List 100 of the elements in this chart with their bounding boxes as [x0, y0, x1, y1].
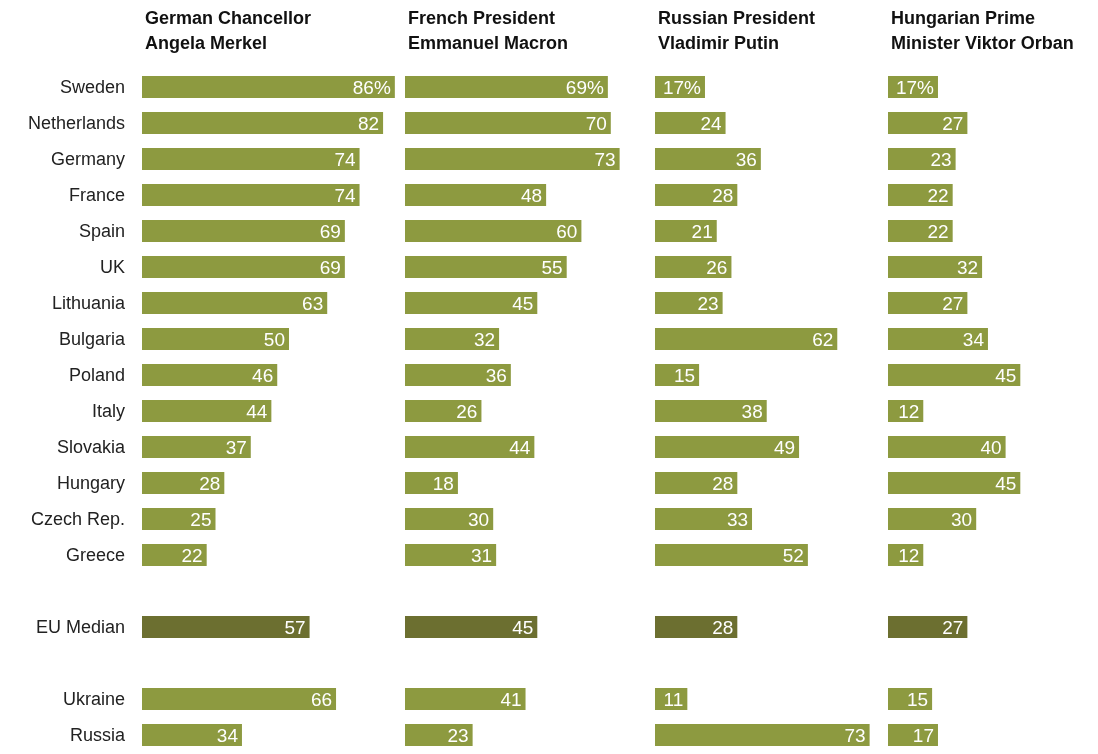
data-label: 60	[556, 220, 578, 242]
data-label: 46	[252, 364, 274, 386]
bar	[405, 256, 567, 278]
bar	[655, 616, 738, 638]
y-tick-label: Sweden	[59, 77, 125, 98]
bar	[405, 544, 497, 566]
bar	[888, 184, 953, 206]
data-label: 69	[319, 220, 341, 242]
y-tick-label: Greece	[65, 545, 125, 566]
data-label: 32	[473, 328, 496, 350]
y-tick-label: UK	[99, 257, 125, 278]
bar	[655, 184, 738, 206]
bar	[655, 508, 753, 530]
bar	[142, 328, 289, 350]
data-label: 18	[432, 472, 454, 494]
data-label: 86%	[352, 76, 391, 98]
chart-title: German Chancellor Angela Merkel	[145, 7, 312, 55]
bar	[405, 292, 538, 314]
data-label: 27	[942, 616, 964, 638]
y-tick-label: Spain	[78, 221, 125, 242]
chart-title: French President Emmanuel Macron	[408, 7, 569, 55]
bar	[142, 688, 337, 710]
bar	[142, 724, 242, 746]
data-label: 28	[199, 472, 221, 494]
bar	[888, 256, 983, 278]
bar	[888, 436, 1006, 458]
data-label: 69	[319, 256, 341, 278]
bar	[655, 472, 738, 494]
bar	[405, 76, 608, 98]
data-label: 41	[500, 688, 522, 710]
data-label: 44	[246, 400, 268, 422]
chart-title: Russian President Vladimir Putin	[658, 7, 816, 55]
bar	[888, 292, 968, 314]
data-label: 27	[942, 292, 964, 314]
bar	[405, 220, 582, 242]
chart-title: Hungarian Prime Minister Viktor Orban	[891, 7, 1074, 55]
data-label: 45	[995, 364, 1017, 386]
data-label: 45	[512, 616, 534, 638]
bar	[142, 76, 395, 98]
data-label: 28	[712, 616, 734, 638]
data-label: 12	[898, 544, 920, 566]
data-label: 15	[906, 688, 929, 710]
data-label: 74	[334, 184, 356, 206]
data-label: 33	[726, 508, 749, 530]
bar	[655, 256, 732, 278]
data-label: 50	[263, 328, 285, 350]
bar	[655, 436, 800, 458]
bar	[142, 472, 225, 494]
bar	[888, 220, 953, 242]
y-tick-label: France	[68, 185, 125, 206]
data-label: 23	[697, 292, 719, 314]
data-label: 23	[930, 148, 952, 170]
y-tick-label: Bulgaria	[58, 329, 126, 350]
bar	[142, 112, 384, 134]
bar	[655, 724, 870, 746]
data-label: 24	[700, 112, 722, 134]
data-label: 36	[735, 148, 757, 170]
data-label: 55	[541, 256, 563, 278]
bar	[405, 184, 547, 206]
bar	[655, 220, 717, 242]
data-label: 22	[927, 220, 949, 242]
data-label: 74	[334, 148, 356, 170]
data-label: 34	[962, 328, 985, 350]
data-label: 66	[310, 688, 333, 710]
bar	[888, 724, 938, 746]
bar	[405, 400, 482, 422]
y-tick-label: Lithuania	[51, 293, 126, 314]
bar	[142, 184, 360, 206]
data-label: 44	[509, 436, 531, 458]
bar	[888, 616, 968, 638]
data-label: 48	[520, 184, 543, 206]
data-label: 45	[995, 472, 1017, 494]
bar	[655, 112, 726, 134]
data-label: 25	[190, 508, 212, 530]
data-label: 26	[456, 400, 478, 422]
data-label: 82	[357, 112, 380, 134]
data-label: 11	[663, 688, 684, 710]
data-label: 26	[706, 256, 728, 278]
bar	[405, 328, 500, 350]
y-tick-label: EU Median	[35, 617, 125, 638]
bar	[405, 508, 494, 530]
y-tick-label: Czech Rep.	[30, 509, 125, 530]
bar	[655, 148, 761, 170]
y-tick-label: Ukraine	[62, 689, 125, 710]
bar	[142, 616, 310, 638]
data-label: 12	[898, 400, 920, 422]
bar	[405, 724, 473, 746]
data-label: 62	[812, 328, 834, 350]
data-label: 40	[980, 436, 1002, 458]
data-label: 63	[302, 292, 324, 314]
bar	[405, 436, 535, 458]
data-label: 22	[927, 184, 949, 206]
bar	[655, 400, 767, 422]
bar	[655, 292, 723, 314]
data-label: 31	[471, 544, 493, 566]
data-label: 23	[447, 724, 469, 746]
data-label: 38	[741, 400, 763, 422]
data-label: 52	[782, 544, 804, 566]
data-label: 30	[951, 508, 973, 530]
bar	[142, 364, 278, 386]
